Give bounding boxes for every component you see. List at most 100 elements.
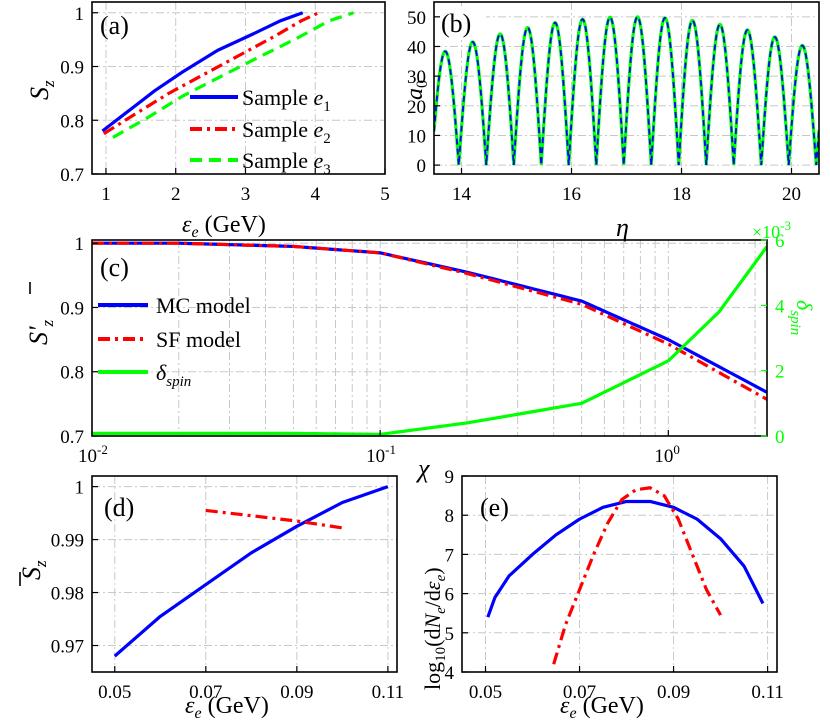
xtick-label-2: 100	[654, 442, 680, 467]
ytick-label-2: 0.9	[60, 58, 84, 79]
ytick-label-0: 0.97	[51, 637, 84, 658]
ytick-label-2: 20	[407, 97, 426, 118]
panel-c-y2-multiplier: ×10-3	[752, 218, 791, 242]
panel-a-frame	[91, 1, 386, 175]
xtick-label-0: 0.05	[469, 682, 502, 703]
y2tick-label-1: 2	[775, 362, 785, 383]
xtick-label-1: 10-1	[366, 442, 396, 467]
series-b-0	[434, 15, 819, 166]
xtick-label-3: 0.11	[751, 682, 784, 703]
series-a-2	[112, 11, 355, 139]
series-e-1	[552, 486, 722, 665]
series-c-2	[92, 245, 767, 436]
xtick-label-3: 0.11	[372, 682, 405, 703]
panel-c-ylabel: S'z	[24, 319, 57, 345]
panel-e-xlabel: εe (GeV)	[560, 693, 644, 722]
ytick-label-3: 30	[407, 67, 426, 88]
panel-c-ylabel2: δspin	[787, 300, 817, 335]
ytick-label-0: 0	[417, 156, 427, 177]
legend-label-sf: SF model	[156, 327, 241, 352]
xtick-label-3: 4	[310, 184, 320, 205]
ytick-label-1: 0.8	[60, 363, 84, 384]
xtick-label-0: 0.05	[98, 682, 131, 703]
ytick-label-5: 9	[445, 467, 455, 488]
xtick-label-1: 0.07	[189, 682, 222, 703]
y2tick-label-3: 6	[775, 231, 785, 252]
panel-c-label: (c)	[100, 253, 129, 282]
xtick-label-0: 1	[101, 184, 111, 205]
panel-c-xlabel: χ	[415, 454, 430, 483]
ytick-label-1: 0.98	[51, 584, 84, 605]
panel-e-ylabel: log10(dNe/dεe)	[420, 567, 449, 690]
ytick-label-0: 0.7	[60, 165, 84, 186]
xtick-label-0: 10-2	[78, 442, 108, 467]
xtick-label-4: 5	[380, 184, 390, 205]
series-c-1	[92, 241, 767, 401]
panel-b-series	[434, 15, 819, 166]
panel-e-ticks: 0.05 0.07 0.09 0.11 4 5 6 7 8 9	[445, 467, 784, 703]
panel-d-series	[113, 485, 389, 658]
panel-b-frame	[433, 1, 820, 175]
legend-label-e1: Sample e1	[242, 85, 331, 115]
ytick-label-2: 6	[445, 585, 455, 606]
panel-b-xlabel: η	[616, 213, 629, 242]
xtick-label-1: 16	[562, 184, 581, 205]
ytick-label-0: 4	[445, 663, 455, 684]
panel-a-label: (a)	[100, 11, 129, 40]
ytick-label-4: 8	[445, 506, 455, 527]
panel-c-series	[92, 241, 767, 436]
series-d-0	[113, 485, 389, 658]
xtick-label-3: 20	[782, 184, 801, 205]
xtick-label-1: 2	[171, 184, 181, 205]
panel-a-ylabel: Sz	[25, 80, 58, 100]
ytick-label-4: 40	[407, 37, 426, 58]
panel-d: 0.05 0.07 0.09 0.11 0.97 0.98 0.99 1 (d) εe (Ge…	[17, 475, 404, 722]
panel-a: 1 2 3 4 5 0.7 0.8 0.9 1 (a) Sample e1 Sample e2 …	[25, 1, 390, 241]
panel-d-frame	[91, 475, 398, 673]
panel-b-label: (b)	[441, 9, 471, 38]
ytick-label-0: 0.7	[60, 427, 84, 448]
panel-b-grid	[434, 2, 819, 174]
panel-e-series	[486, 486, 765, 665]
ytick-label-3: 1	[75, 234, 85, 255]
panel-d-label: (d)	[104, 493, 134, 522]
panel-c-frame	[91, 239, 768, 437]
xtick-label-2: 18	[672, 184, 691, 205]
ytick-label-3: 7	[445, 545, 455, 566]
panel-c-legend: MC model SF model δspin	[98, 293, 251, 390]
series-a-0	[101, 11, 304, 133]
series-d-1	[205, 508, 343, 530]
panel-e-label: (e)	[480, 493, 509, 522]
panel-e: 0.05 0.07 0.09 0.11 4 5 6 7 8 9 (e) εe (GeV) log1…	[420, 467, 784, 722]
panel-d-xlabel: εe (GeV)	[185, 693, 269, 722]
ytick-label-1: 10	[407, 126, 426, 147]
panel-a-ticks: 1 2 3 4 5 0.7 0.8 0.9 1	[60, 4, 390, 205]
panel-a-xlabel: εe (GeV)	[182, 212, 266, 241]
xtick-label-2: 3	[241, 184, 251, 205]
panel-a-grid	[92, 2, 386, 175]
ytick-label-3: 1	[75, 478, 85, 499]
ytick-label-1: 5	[445, 624, 455, 645]
series-b-1	[434, 15, 819, 166]
panel-d-ylabel: Sz	[17, 560, 50, 580]
legend-label-e3: Sample e3	[242, 148, 331, 178]
panel-d-ticks: 0.05 0.07 0.09 0.11 0.97 0.98 0.99 1	[51, 478, 404, 703]
ytick-label-3: 1	[75, 4, 85, 25]
panel-a-legend: Sample e1 Sample e2 Sample e3	[190, 85, 331, 178]
y2tick-label-0: 0	[775, 427, 785, 448]
panel-e-frame	[461, 475, 778, 673]
xtick-label-2: 0.09	[280, 682, 313, 703]
xtick-label-0: 14	[452, 184, 472, 205]
legend-label-e2: Sample e2	[242, 117, 331, 147]
ytick-label-5: 50	[407, 8, 426, 29]
panel-c: 10-2 10-1 100 0.7 0.8 0.9 1 0 2 4 6 (c) MC model S…	[24, 218, 817, 483]
panel-b-label-bg	[440, 6, 486, 40]
xtick-label-1: 0.07	[563, 682, 596, 703]
y2tick-label-2: 4	[775, 296, 785, 317]
xtick-label-2: 0.09	[657, 682, 690, 703]
ytick-label-1: 0.8	[60, 111, 84, 132]
panel-d-grid	[92, 476, 397, 672]
legend-label-mc: MC model	[156, 293, 251, 318]
series-a-1	[103, 11, 320, 136]
